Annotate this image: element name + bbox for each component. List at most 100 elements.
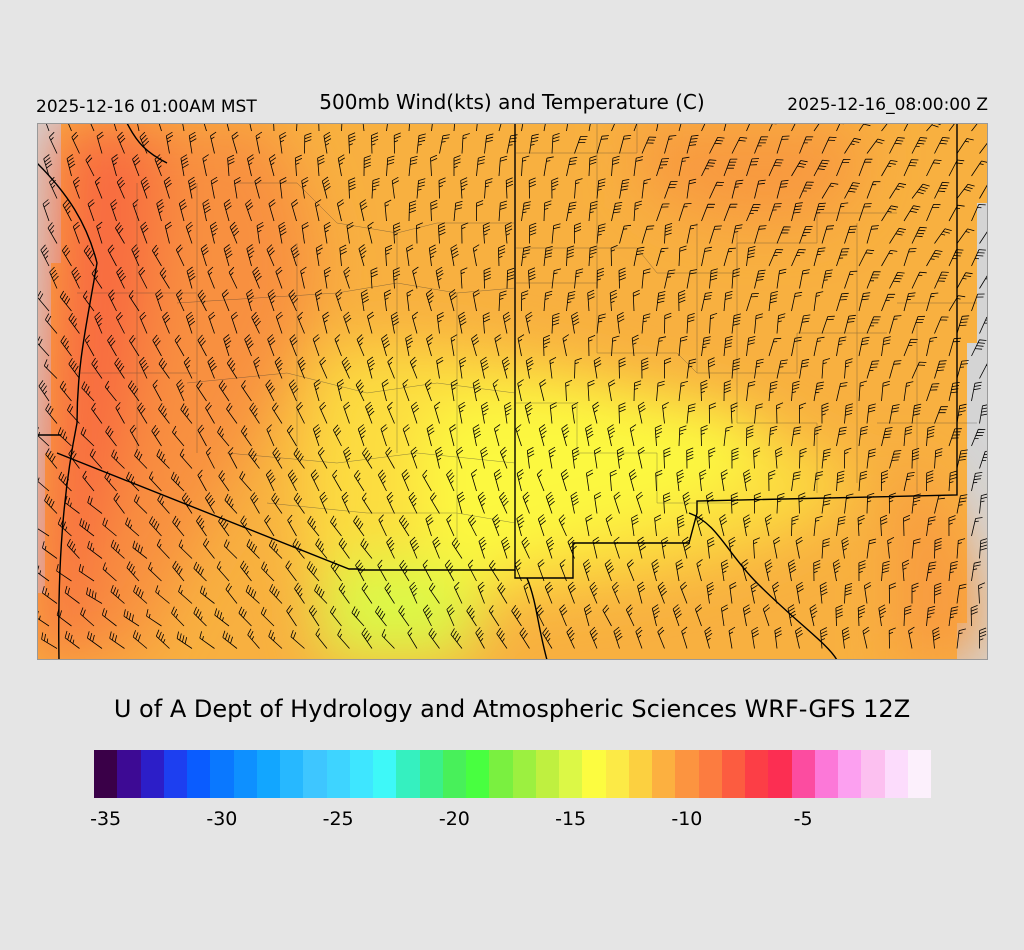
wind-barb — [246, 289, 255, 312]
wind-barb — [728, 536, 736, 559]
wind-barb — [750, 581, 758, 604]
wind-barb — [635, 491, 643, 514]
wind-barb — [926, 516, 936, 537]
wind-barb — [592, 536, 600, 559]
wind-barb — [548, 446, 556, 469]
colorbar-swatch — [466, 750, 490, 798]
wind-barb — [519, 627, 530, 649]
wind-barb — [188, 131, 197, 154]
wind-barb — [104, 471, 117, 492]
wind-barb — [926, 204, 941, 222]
wind-barb — [247, 154, 255, 177]
wind-barb — [221, 289, 230, 312]
wind-barb — [381, 379, 389, 402]
wind-barb — [406, 289, 414, 312]
wind-barb — [610, 245, 618, 267]
wind-barb — [78, 564, 95, 582]
wind-barb — [866, 538, 877, 559]
colorbar-swatch — [582, 750, 606, 798]
wind-barb — [768, 337, 782, 357]
wind-barb — [287, 514, 297, 537]
wind-barb — [866, 403, 876, 424]
wind-barb — [319, 356, 328, 379]
wind-barb — [353, 469, 365, 492]
wind-barb — [926, 123, 941, 132]
wind-barb — [170, 471, 185, 492]
wind-barb — [517, 334, 525, 357]
colorbar-swatch — [163, 750, 187, 798]
wind-barb — [676, 514, 685, 537]
wind-barb — [197, 469, 207, 492]
wind-barb — [61, 244, 72, 267]
wind-barb — [574, 222, 582, 244]
wind-barb — [619, 135, 632, 154]
wind-barb — [246, 244, 255, 267]
wind-barb — [399, 559, 410, 582]
wind-barb — [318, 123, 320, 132]
wind-barb — [125, 517, 140, 537]
wind-barb — [956, 272, 973, 289]
wind-barb — [477, 581, 485, 604]
wind-barb — [151, 425, 162, 447]
wind-barb — [339, 244, 347, 267]
wind-barb — [926, 292, 939, 312]
wind-barb — [618, 402, 626, 424]
wind-barb — [353, 515, 365, 537]
wind-barb — [172, 425, 185, 447]
wind-barb — [370, 267, 378, 289]
wind-barb — [127, 380, 140, 402]
wind-barb — [866, 448, 876, 469]
wind-barb — [948, 382, 960, 402]
wind-barb — [641, 313, 651, 334]
wind-barb — [754, 358, 764, 379]
wind-barb — [453, 155, 461, 176]
wind-barb — [903, 425, 913, 447]
wind-barb — [148, 562, 162, 582]
wind-barb — [799, 447, 807, 469]
wind-barb — [618, 267, 626, 289]
wind-barb — [948, 337, 962, 357]
wind-barb — [857, 514, 865, 537]
wind-barb — [889, 272, 905, 289]
wind-barb — [768, 470, 776, 492]
wind-barb — [707, 537, 715, 559]
wind-barb — [154, 154, 163, 177]
wind-barb — [314, 199, 322, 222]
wind-barb — [338, 582, 350, 604]
wind-barb — [903, 159, 919, 177]
wind-barb — [164, 221, 172, 244]
wind-barb — [304, 132, 312, 154]
wind-barb — [754, 313, 764, 334]
wind-barb — [672, 604, 682, 627]
wind-barb — [709, 268, 718, 289]
wind-barb — [202, 538, 215, 559]
colorbar-swatch — [419, 750, 443, 798]
wind-barb — [275, 311, 283, 334]
wind-barb — [866, 271, 881, 289]
temperature-colorbar — [94, 750, 931, 798]
wind-barb — [113, 123, 117, 132]
wind-barb — [268, 629, 283, 649]
wind-barb — [903, 205, 921, 222]
wind-barb — [753, 447, 761, 469]
wind-barb — [798, 492, 806, 514]
wind-barb — [662, 402, 669, 424]
wind-barb — [178, 199, 187, 222]
wind-barb — [459, 356, 467, 379]
wind-barb — [529, 133, 539, 154]
wind-barb — [956, 138, 974, 154]
wind-barb — [385, 244, 393, 267]
wind-barb — [878, 604, 887, 627]
wind-barb — [604, 559, 615, 582]
colorbar-swatch — [349, 750, 373, 798]
wind-barb — [271, 492, 283, 514]
wind-barb — [300, 266, 307, 289]
wind-barb — [501, 536, 511, 559]
wind-barb — [428, 627, 440, 649]
wind-barb — [439, 134, 450, 154]
wind-barb — [332, 424, 342, 447]
wind-barb — [596, 178, 606, 199]
wind-barb — [729, 582, 737, 604]
wind-barb — [238, 606, 252, 627]
wind-barb — [743, 514, 751, 537]
